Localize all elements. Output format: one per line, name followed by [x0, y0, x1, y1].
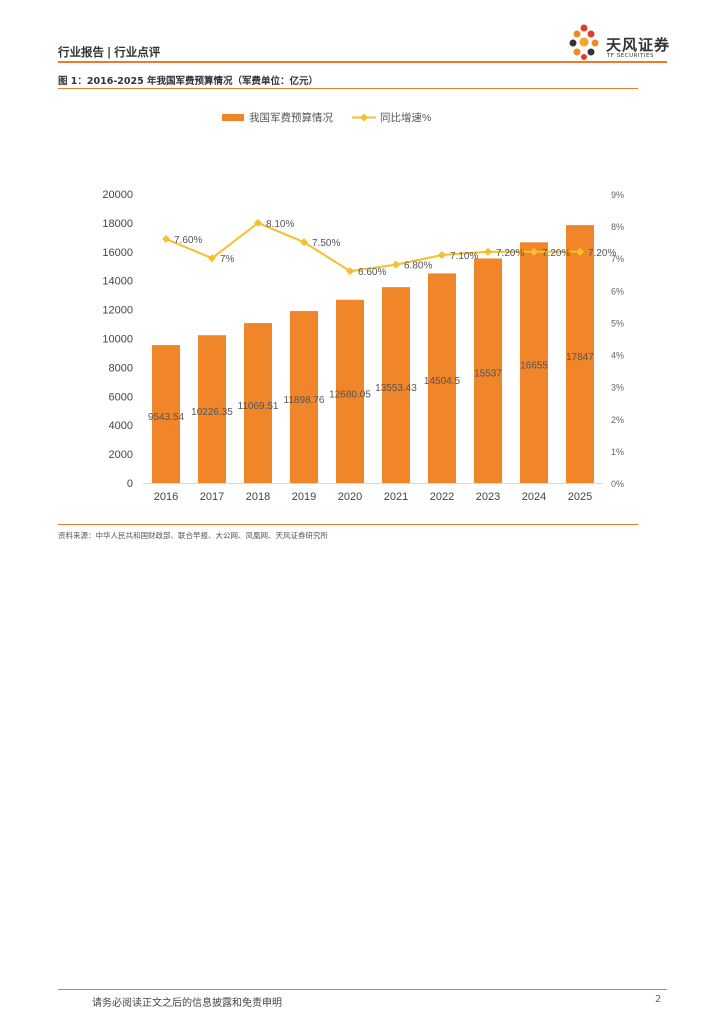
y-left-tick-label: 4000 — [109, 420, 133, 432]
bar-2022 — [428, 273, 456, 483]
bar-value-label: 9543.54 — [148, 412, 185, 423]
bar-2019 — [290, 311, 318, 483]
page-number: 2 — [655, 994, 662, 1005]
growth-point-2023 — [484, 247, 492, 256]
header-section: 行业报告 — [58, 45, 104, 59]
growth-value-label: 6.80% — [404, 261, 432, 272]
y-right-tick-label: 6% — [611, 286, 624, 296]
x-tick-label: 2018 — [246, 491, 270, 503]
x-tick-label: 2025 — [568, 491, 592, 503]
growth-point-2016 — [162, 234, 170, 243]
figure-title: 图 1：2016-2025 年我国军费预算情况（军费单位：亿元） — [58, 76, 319, 87]
bar-value-label: 16655 — [520, 361, 548, 372]
military-budget-chart: 我国军费预算情况 同比增速% 0 2000 4000 6000 8000 10000 12000… — [102, 111, 624, 503]
x-tick-label: 2016 — [154, 491, 178, 503]
growth-rate-line — [165, 221, 580, 273]
growth-point-2024 — [530, 247, 538, 256]
y-right-tick-label: 8% — [611, 222, 624, 232]
y-left-tick-label: 16000 — [102, 247, 133, 259]
growth-value-label: 6.60% — [358, 267, 386, 278]
x-tick-label: 2022 — [430, 491, 454, 503]
bar-value-label: 10226.35 — [191, 407, 233, 418]
bar-2017 — [198, 335, 226, 483]
bar-value-label: 17847 — [566, 352, 594, 363]
bar-2016 — [152, 345, 180, 483]
y-left-tick-label: 6000 — [109, 391, 133, 403]
y-left-tick-label: 10000 — [102, 334, 133, 346]
y-right-tick-label: 9% — [611, 190, 624, 200]
y-right-tick-label: 1% — [611, 447, 624, 457]
bar-value-label: 14504.5 — [424, 376, 461, 387]
legend-bar-label: 我国军费预算情况 — [249, 111, 333, 124]
x-tick-label: 2024 — [522, 491, 546, 503]
y-left-tick-label: 8000 — [109, 362, 133, 374]
header-subsection: 行业点评 — [114, 45, 161, 59]
bar-value-label: 13553.43 — [375, 383, 417, 394]
growth-point-2022 — [438, 251, 446, 260]
bar-value-label: 11898.76 — [284, 395, 325, 406]
report-type-header: 行业报告 | 行业点评 — [58, 44, 160, 60]
y-left-tick-label: 12000 — [102, 305, 133, 317]
logo-petal-icon — [569, 24, 599, 60]
growth-value-label: 8.10% — [266, 219, 294, 230]
bar-2020 — [336, 299, 364, 483]
growth-point-2019 — [300, 238, 308, 247]
y-right-tick-label: 7% — [611, 254, 624, 264]
legend-line-marker — [360, 113, 368, 122]
growth-value-label: 7.50% — [312, 238, 340, 249]
y-left-tick-label: 18000 — [102, 218, 133, 230]
y-right-tick-label: 3% — [611, 383, 624, 393]
growth-point-2017 — [208, 254, 216, 263]
x-tick-label: 2020 — [338, 491, 362, 503]
growth-value-label: 7.20% — [496, 248, 524, 259]
figure-source: 资料来源：中华人民共和国财政部、联合早报、大公网、凤凰网、天风证券研究所 — [58, 531, 328, 540]
y-left-tick-label: 20000 — [102, 189, 133, 201]
y-right-tick-label: 0% — [611, 479, 624, 489]
bar-value-label: 15537 — [474, 369, 502, 380]
bar-2023 — [474, 258, 502, 483]
disclaimer: 请务必阅读正文之后的信息披露和免责申明 — [92, 998, 282, 1009]
bar-2021 — [382, 287, 410, 483]
growth-value-label: 7.20% — [542, 248, 570, 259]
bar-2024 — [520, 242, 548, 483]
y-right-tick-label: 5% — [611, 318, 624, 328]
growth-point-2018 — [254, 218, 262, 227]
header-divider — [58, 61, 667, 63]
figure-title-divider — [58, 88, 638, 89]
growth-value-label: 7.20% — [588, 248, 616, 259]
logo-text-en: TF SECURITIES — [607, 53, 654, 59]
growth-value-label: 7% — [220, 254, 235, 265]
y-left-tick-label: 14000 — [102, 276, 133, 288]
x-tick-label: 2017 — [200, 491, 224, 503]
x-tick-label: 2021 — [384, 491, 408, 503]
x-tick-label: 2019 — [292, 491, 316, 503]
growth-point-2020 — [346, 267, 354, 276]
bar-value-label: 12680.05 — [329, 389, 371, 400]
bar-2025 — [566, 225, 594, 484]
growth-point-2025 — [576, 247, 584, 256]
growth-point-2021 — [392, 260, 400, 269]
legend-line-label: 同比增速% — [380, 111, 431, 124]
y-right-tick-label: 2% — [611, 415, 624, 425]
growth-value-label: 7.10% — [450, 251, 478, 262]
logo-text-cn: 天风证券 — [606, 36, 671, 54]
header-separator: | — [107, 45, 112, 59]
growth-value-label: 7.60% — [174, 235, 202, 246]
company-logo: 天风证券 TF SECURITIES — [566, 22, 676, 62]
source-divider — [58, 524, 638, 525]
bar-value-label: 11069.51 — [238, 401, 279, 412]
y-left-tick-label: 0 — [127, 478, 133, 490]
x-tick-label: 2023 — [476, 491, 500, 503]
footer-divider — [58, 989, 667, 990]
bar-2018 — [244, 323, 272, 483]
y-left-tick-label: 2000 — [109, 449, 133, 461]
legend-bar-swatch — [222, 114, 244, 121]
y-right-tick-label: 4% — [611, 351, 624, 361]
